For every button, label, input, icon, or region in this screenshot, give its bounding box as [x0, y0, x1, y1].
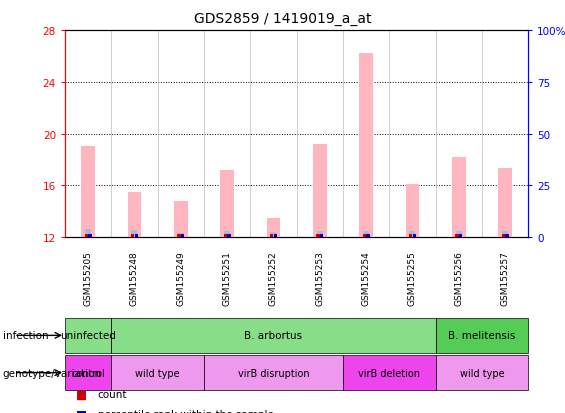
Text: ■: ■: [76, 388, 88, 401]
Bar: [88, 235, 92, 237]
Bar: [178, 233, 184, 237]
Bar: [267, 218, 280, 237]
Text: B. melitensis: B. melitensis: [448, 330, 516, 341]
Bar: [85, 235, 88, 237]
Bar: [436, 355, 528, 390]
Bar: [436, 318, 528, 353]
Bar: [363, 235, 366, 237]
Text: GSM155251: GSM155251: [223, 250, 232, 305]
Bar: [224, 235, 227, 237]
Bar: [320, 235, 323, 237]
Bar: [406, 185, 419, 237]
Text: percentile rank within the sample: percentile rank within the sample: [98, 409, 273, 413]
Bar: [343, 355, 436, 390]
Text: GSM155252: GSM155252: [269, 250, 278, 305]
Bar: [410, 232, 415, 237]
Bar: [502, 235, 505, 237]
Text: ■: ■: [76, 408, 88, 413]
Text: GSM155256: GSM155256: [454, 250, 463, 305]
Bar: [502, 232, 508, 237]
Text: infection: infection: [3, 330, 49, 341]
Text: uninfected: uninfected: [60, 330, 116, 341]
Bar: [452, 157, 466, 237]
Bar: [65, 355, 111, 390]
Bar: [505, 235, 508, 237]
Text: GSM155255: GSM155255: [408, 250, 417, 305]
Bar: [85, 229, 91, 237]
Bar: [220, 170, 234, 237]
Text: GSM155205: GSM155205: [84, 250, 93, 305]
Bar: [359, 54, 373, 237]
Text: GSM155257: GSM155257: [501, 250, 510, 305]
Bar: [498, 169, 512, 237]
Bar: [456, 232, 462, 237]
Bar: [181, 235, 184, 237]
Bar: [81, 147, 95, 237]
Bar: [313, 145, 327, 237]
Bar: [111, 355, 204, 390]
Bar: [134, 235, 138, 237]
Bar: [316, 235, 320, 237]
Bar: [455, 235, 459, 237]
Text: GSM155249: GSM155249: [176, 250, 185, 305]
Bar: [177, 235, 181, 237]
Bar: [270, 235, 273, 237]
Text: wild type: wild type: [136, 368, 180, 378]
Text: wild type: wild type: [460, 368, 504, 378]
Text: GSM155254: GSM155254: [362, 250, 371, 305]
Text: GSM155248: GSM155248: [130, 250, 139, 305]
Text: GSM155253: GSM155253: [315, 250, 324, 305]
Text: B. arbortus: B. arbortus: [245, 330, 302, 341]
Text: virB disruption: virB disruption: [238, 368, 309, 378]
Bar: [131, 235, 134, 237]
Bar: [174, 201, 188, 237]
Bar: [65, 318, 111, 353]
Bar: [132, 230, 137, 237]
Bar: [111, 318, 436, 353]
Bar: [412, 235, 416, 237]
Bar: [224, 232, 230, 237]
Text: count: count: [98, 389, 127, 399]
Text: virB deletion: virB deletion: [358, 368, 420, 378]
Bar: [204, 355, 343, 390]
Bar: [366, 235, 370, 237]
Bar: [128, 192, 141, 237]
Text: genotype/variation: genotype/variation: [3, 368, 102, 378]
Text: GDS2859 / 1419019_a_at: GDS2859 / 1419019_a_at: [194, 12, 371, 26]
Bar: [271, 232, 276, 237]
Bar: [227, 235, 231, 237]
Bar: [363, 231, 369, 237]
Bar: [459, 235, 462, 237]
Bar: [273, 235, 277, 237]
Text: control: control: [71, 368, 105, 378]
Bar: [317, 231, 323, 237]
Bar: [409, 235, 412, 237]
